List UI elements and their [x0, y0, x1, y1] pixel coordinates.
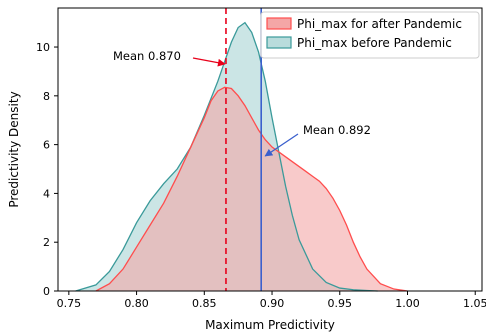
x-axis: 0.75 0.80 0.85 0.90 0.95 1.00 1.05 — [57, 291, 486, 310]
mean-after-annotation: Mean 0.870 — [113, 49, 181, 63]
legend-box — [260, 11, 480, 59]
after-pandemic-area — [95, 87, 408, 291]
mean-after-arrow — [192, 57, 226, 67]
x-tick-label: 1.05 — [463, 297, 486, 310]
before-pandemic-line — [75, 21, 378, 292]
legend-swatch-before — [266, 36, 292, 49]
legend-label-after: Phi_max for after Pandemic — [297, 17, 462, 31]
y-tick-label: 8 — [43, 90, 50, 103]
x-tick-label: 0.80 — [124, 297, 149, 310]
x-tick-label: 0.95 — [328, 297, 353, 310]
x-tick-label: 0.90 — [260, 297, 285, 310]
annotations: Mean 0.870 Mean 0.892 — [113, 49, 371, 157]
after-pandemic-line — [95, 86, 408, 292]
y-axis-title: Predictivity Density — [7, 91, 21, 207]
mean-before-annotation: Mean 0.892 — [303, 123, 371, 137]
y-tick-label: 4 — [43, 187, 50, 200]
plot-frame — [57, 7, 483, 292]
y-tick-label: 10 — [36, 41, 50, 54]
legend-swatch-after — [266, 17, 292, 30]
y-tick-label: 2 — [43, 236, 50, 249]
y-tick-label: 6 — [43, 139, 50, 152]
x-tick-label: 0.85 — [192, 297, 217, 310]
y-tick-label: 0 — [43, 285, 50, 298]
x-tick-label: 1.00 — [395, 297, 420, 310]
y-axis: 0 2 4 6 8 10 — [36, 41, 58, 298]
legend: Phi_max for after Pandemic Phi_max befor… — [260, 11, 480, 59]
series-layer — [75, 21, 408, 292]
mean-before-arrow — [264, 133, 299, 157]
legend-label-before: Phi_max before Pandemic — [297, 36, 452, 50]
x-axis-title: Maximum Predictivity — [205, 318, 335, 332]
x-tick-label: 0.75 — [57, 297, 82, 310]
